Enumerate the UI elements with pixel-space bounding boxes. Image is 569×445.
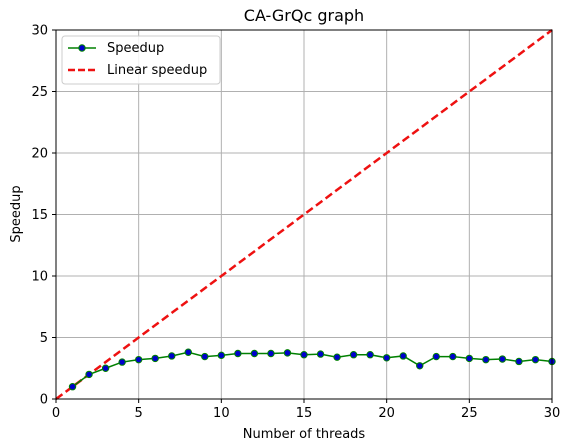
- speedup-point: [217, 351, 226, 360]
- y-tick-label: 5: [40, 331, 48, 346]
- speedup-point: [267, 349, 275, 358]
- speedup-point: [416, 362, 424, 370]
- x-tick-label: 30: [544, 406, 561, 421]
- speedup-point: [449, 352, 457, 361]
- speedup-point: [85, 370, 93, 379]
- speedup-point: [201, 352, 209, 361]
- speedup-point: [482, 355, 490, 364]
- y-tick-label: 25: [31, 85, 48, 100]
- legend-box: [61, 35, 221, 85]
- legend-speedup-label: Speedup: [107, 41, 164, 56]
- y-axis-label: Speedup: [9, 185, 24, 242]
- chart-title: CA-GrQc graph: [244, 6, 364, 25]
- speedup-point: [498, 355, 507, 363]
- x-tick-label: 5: [135, 406, 143, 421]
- legend: Speedup Linear speedup: [61, 35, 221, 85]
- series-speedup-line: [72, 351, 553, 388]
- y-tick-label: 15: [31, 208, 48, 223]
- x-axis-ticks: 0 5 10 15 20 25 30: [52, 399, 560, 421]
- y-tick-label: 10: [31, 270, 48, 285]
- x-tick-label: 20: [378, 406, 395, 421]
- y-tick-label: 0: [40, 393, 48, 408]
- speedup-point: [283, 349, 292, 357]
- speedup-point: [250, 349, 259, 358]
- speedup-point: [118, 358, 126, 366]
- legend-linear-label: Linear speedup: [107, 63, 207, 78]
- x-tick-label: 10: [213, 406, 230, 421]
- speedup-point: [399, 352, 407, 360]
- grid: [55, 29, 553, 400]
- y-axis-ticks: 0 5 10 15 20 25 30: [31, 24, 56, 408]
- plot-area: [55, 28, 556, 401]
- x-tick-label: 25: [461, 406, 478, 421]
- speedup-point: [382, 354, 391, 362]
- legend-speedup-marker: [78, 44, 86, 52]
- speedup-point: [432, 352, 440, 361]
- speedup-point: [515, 357, 523, 366]
- speedup-point: [465, 354, 474, 363]
- y-tick-label: 20: [31, 147, 48, 162]
- speedup-point: [134, 355, 143, 364]
- x-tick-label: 0: [52, 406, 60, 421]
- speedup-point: [151, 354, 159, 363]
- speedup-point: [101, 364, 110, 372]
- speedup-point: [316, 350, 325, 358]
- x-tick-label: 15: [296, 406, 313, 421]
- speedup-point: [531, 355, 540, 364]
- series-linear-speedup-line: [55, 28, 553, 401]
- speedup-point: [68, 383, 77, 391]
- x-axis-label: Number of threads: [243, 427, 366, 442]
- speedup-point: [234, 349, 242, 358]
- speedup-point: [333, 353, 341, 361]
- y-tick-label: 30: [31, 24, 48, 39]
- speedup-point: [184, 348, 192, 356]
- speedup-point: [349, 351, 358, 359]
- speedup-point: [300, 351, 308, 359]
- speedup-point: [366, 351, 374, 359]
- speedup-point: [168, 352, 176, 360]
